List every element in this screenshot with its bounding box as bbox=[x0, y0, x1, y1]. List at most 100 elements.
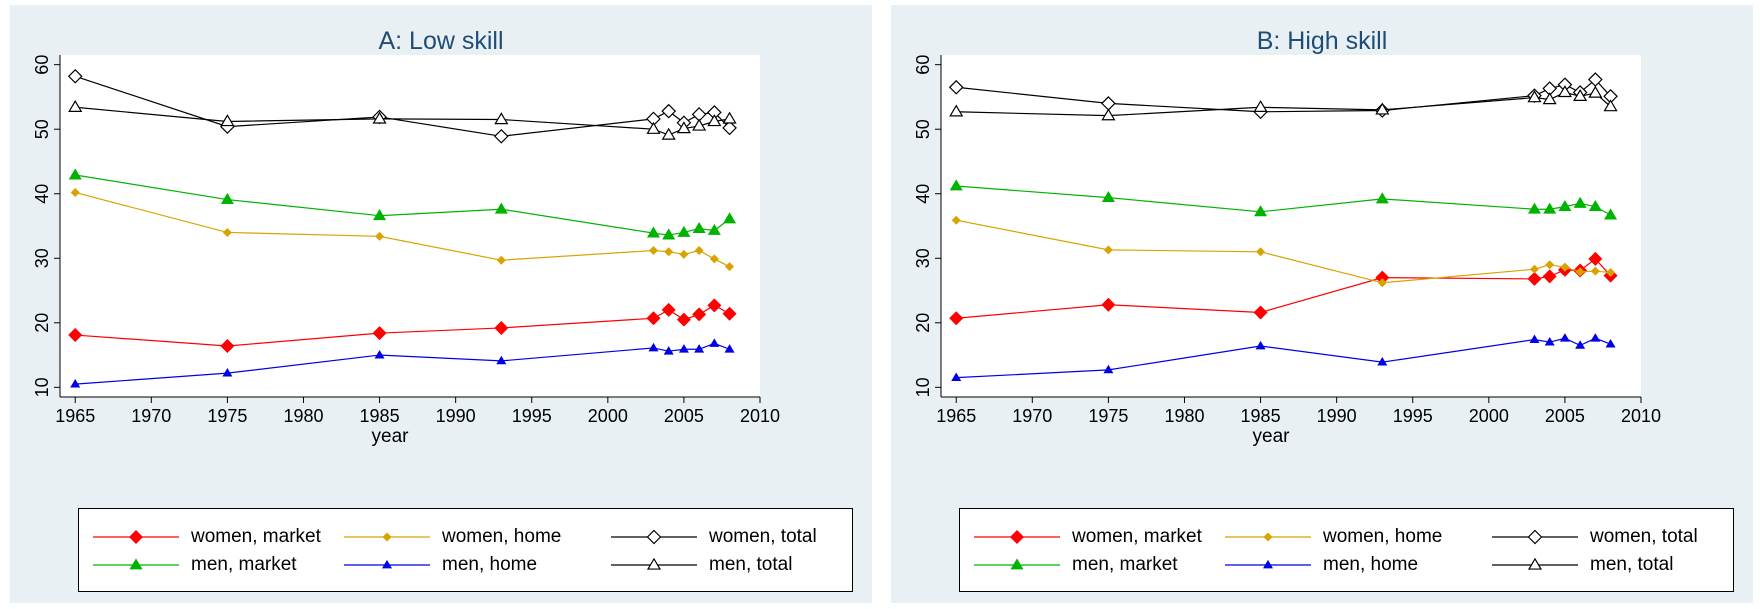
data-point bbox=[722, 306, 737, 321]
data-point bbox=[1377, 357, 1388, 366]
x-tick-label: 1995 bbox=[512, 406, 552, 426]
legend-marker bbox=[129, 558, 143, 570]
data-point bbox=[493, 128, 509, 144]
y-tick-label: 40 bbox=[913, 184, 933, 204]
data-point bbox=[646, 226, 660, 238]
data-point bbox=[1527, 90, 1542, 103]
data-point bbox=[661, 127, 676, 140]
data-point bbox=[661, 103, 677, 119]
series-line bbox=[956, 258, 1612, 319]
legend-item: women, home bbox=[342, 521, 582, 551]
data-point bbox=[1101, 190, 1115, 203]
legend-item: women, home bbox=[1223, 521, 1463, 551]
x-tick-label: 1970 bbox=[131, 406, 171, 426]
data-point bbox=[1101, 297, 1116, 312]
data-point bbox=[222, 368, 233, 377]
data-point bbox=[1606, 267, 1616, 277]
legend-key bbox=[1225, 559, 1311, 569]
y-tick-label: 50 bbox=[32, 119, 52, 139]
data-point bbox=[1575, 340, 1586, 349]
data-point bbox=[1103, 245, 1113, 255]
data-point bbox=[373, 209, 387, 221]
data-point bbox=[68, 168, 82, 180]
data-point bbox=[1101, 108, 1116, 121]
data-point bbox=[1254, 205, 1268, 217]
data-point bbox=[725, 262, 735, 272]
data-point bbox=[1543, 202, 1557, 214]
legend-label: women, home bbox=[442, 526, 562, 547]
legend-item: women, market bbox=[91, 521, 331, 551]
data-point bbox=[692, 307, 707, 322]
data-point bbox=[1573, 88, 1588, 101]
legend-marker bbox=[646, 529, 662, 545]
data-point bbox=[1588, 251, 1603, 266]
legend-item: men, home bbox=[342, 549, 582, 579]
data-point bbox=[722, 120, 737, 136]
data-point bbox=[1255, 340, 1266, 350]
data-point bbox=[70, 378, 81, 388]
x-tick-label: 2005 bbox=[664, 406, 704, 426]
series-line bbox=[956, 78, 1612, 113]
legend-label: women, home bbox=[1323, 526, 1443, 547]
data-point bbox=[707, 298, 722, 313]
data-point bbox=[70, 187, 80, 197]
x-tick-label: 1975 bbox=[207, 406, 247, 426]
series-line bbox=[75, 106, 730, 136]
data-point bbox=[1545, 260, 1555, 270]
legend-item: men, total bbox=[1490, 549, 1730, 579]
data-point bbox=[1529, 334, 1540, 343]
data-point bbox=[1590, 333, 1601, 342]
legend-item: men, home bbox=[1223, 549, 1463, 579]
data-point bbox=[1573, 196, 1587, 208]
x-tick-label: 1980 bbox=[1164, 406, 1204, 426]
data-point bbox=[951, 215, 961, 225]
series-line bbox=[75, 75, 730, 137]
legend-marker bbox=[1527, 529, 1543, 545]
series-women-home bbox=[951, 215, 1616, 288]
legend-key bbox=[974, 558, 1060, 570]
plot-background bbox=[941, 55, 1641, 397]
series-line bbox=[956, 185, 1611, 216]
data-point bbox=[648, 246, 658, 256]
x-tick-label: 1990 bbox=[436, 406, 476, 426]
series-line bbox=[75, 304, 730, 347]
data-point bbox=[722, 111, 737, 124]
legend-key bbox=[344, 532, 430, 542]
data-point bbox=[1544, 337, 1555, 346]
legend-marker bbox=[129, 530, 143, 544]
data-point bbox=[68, 328, 83, 343]
data-point bbox=[496, 255, 506, 265]
data-point bbox=[661, 302, 676, 317]
panel-high-skill: B: High skill 10 20 30 40 50 60 1965 1970 1975 19… bbox=[891, 5, 1753, 603]
series-line bbox=[956, 219, 1611, 284]
data-point bbox=[1542, 92, 1557, 105]
legend-marker bbox=[382, 559, 392, 569]
chart-title: B: High skill bbox=[1256, 27, 1388, 55]
data-point bbox=[1605, 338, 1616, 348]
x-tick-label: 1995 bbox=[1393, 406, 1433, 426]
series-line bbox=[956, 91, 1611, 117]
data-point bbox=[494, 320, 509, 335]
legend-marker bbox=[1263, 559, 1273, 569]
y-tick-label: 40 bbox=[32, 184, 52, 204]
data-point bbox=[1588, 85, 1603, 98]
series-men-total bbox=[949, 85, 1618, 121]
y-tick-label: 60 bbox=[913, 55, 933, 75]
x-tick-label: 2005 bbox=[1545, 406, 1585, 426]
legend-key bbox=[1492, 529, 1578, 545]
data-point bbox=[220, 192, 234, 204]
data-point bbox=[1375, 102, 1390, 115]
x-tick-label: 1965 bbox=[55, 406, 95, 426]
data-point bbox=[372, 111, 387, 124]
data-point bbox=[1575, 267, 1585, 277]
legend-item: men, market bbox=[972, 549, 1212, 579]
data-point bbox=[1558, 200, 1572, 212]
data-point bbox=[222, 227, 232, 237]
data-point bbox=[1588, 200, 1602, 212]
legend-item: women, total bbox=[1490, 521, 1730, 551]
legend-label: men, total bbox=[1590, 554, 1674, 575]
x-tick-label: 1975 bbox=[1088, 406, 1128, 426]
legend-key bbox=[93, 530, 179, 544]
legend-key bbox=[344, 559, 430, 569]
legend-item: women, total bbox=[609, 521, 849, 551]
